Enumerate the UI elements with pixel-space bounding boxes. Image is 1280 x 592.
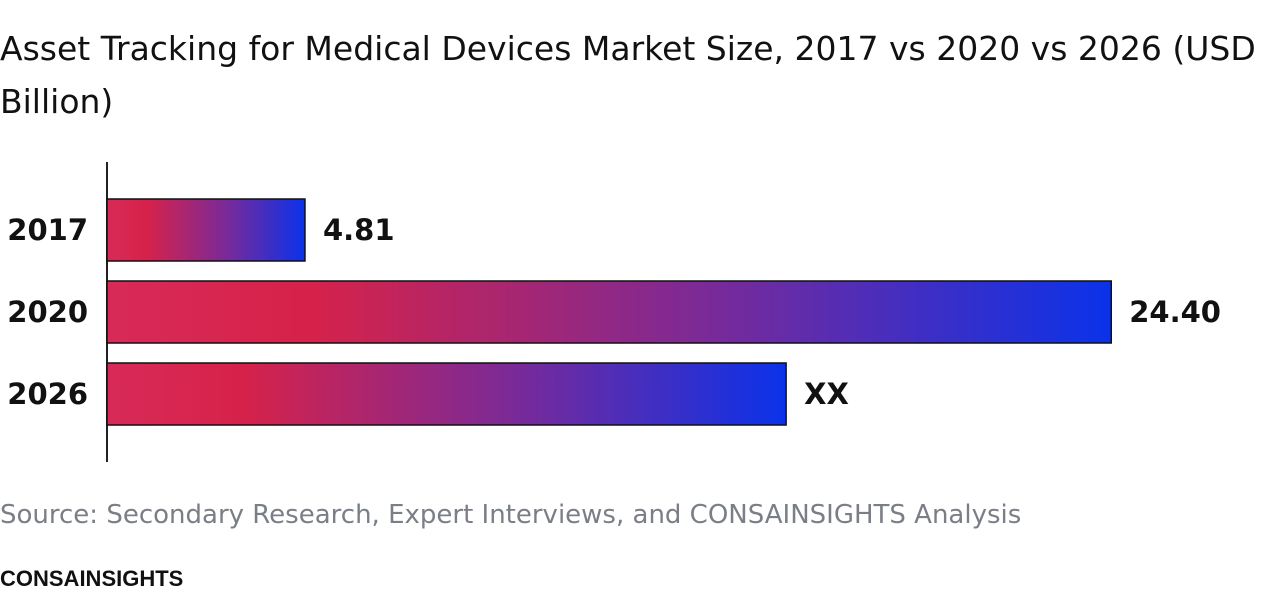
y-tick-label: 2026: [7, 377, 88, 411]
value-label: 4.81: [323, 213, 395, 247]
chart-title: Asset Tracking for Medical Devices Marke…: [0, 29, 1256, 121]
bar: [106, 198, 306, 262]
y-tick-label: 2020: [7, 295, 88, 329]
chart: 2017 4.81 2020 24.40 2026 XX: [7, 162, 1221, 462]
bar: [106, 362, 787, 426]
y-tick-label: 2017: [7, 213, 88, 247]
brand: CONSAINSIGHTS: [0, 566, 184, 591]
source-note: Source: Secondary Research, Expert Inter…: [0, 500, 1022, 530]
value-label: XX: [804, 377, 849, 411]
bar: [106, 280, 1113, 344]
value-label: 24.40: [1129, 295, 1221, 329]
